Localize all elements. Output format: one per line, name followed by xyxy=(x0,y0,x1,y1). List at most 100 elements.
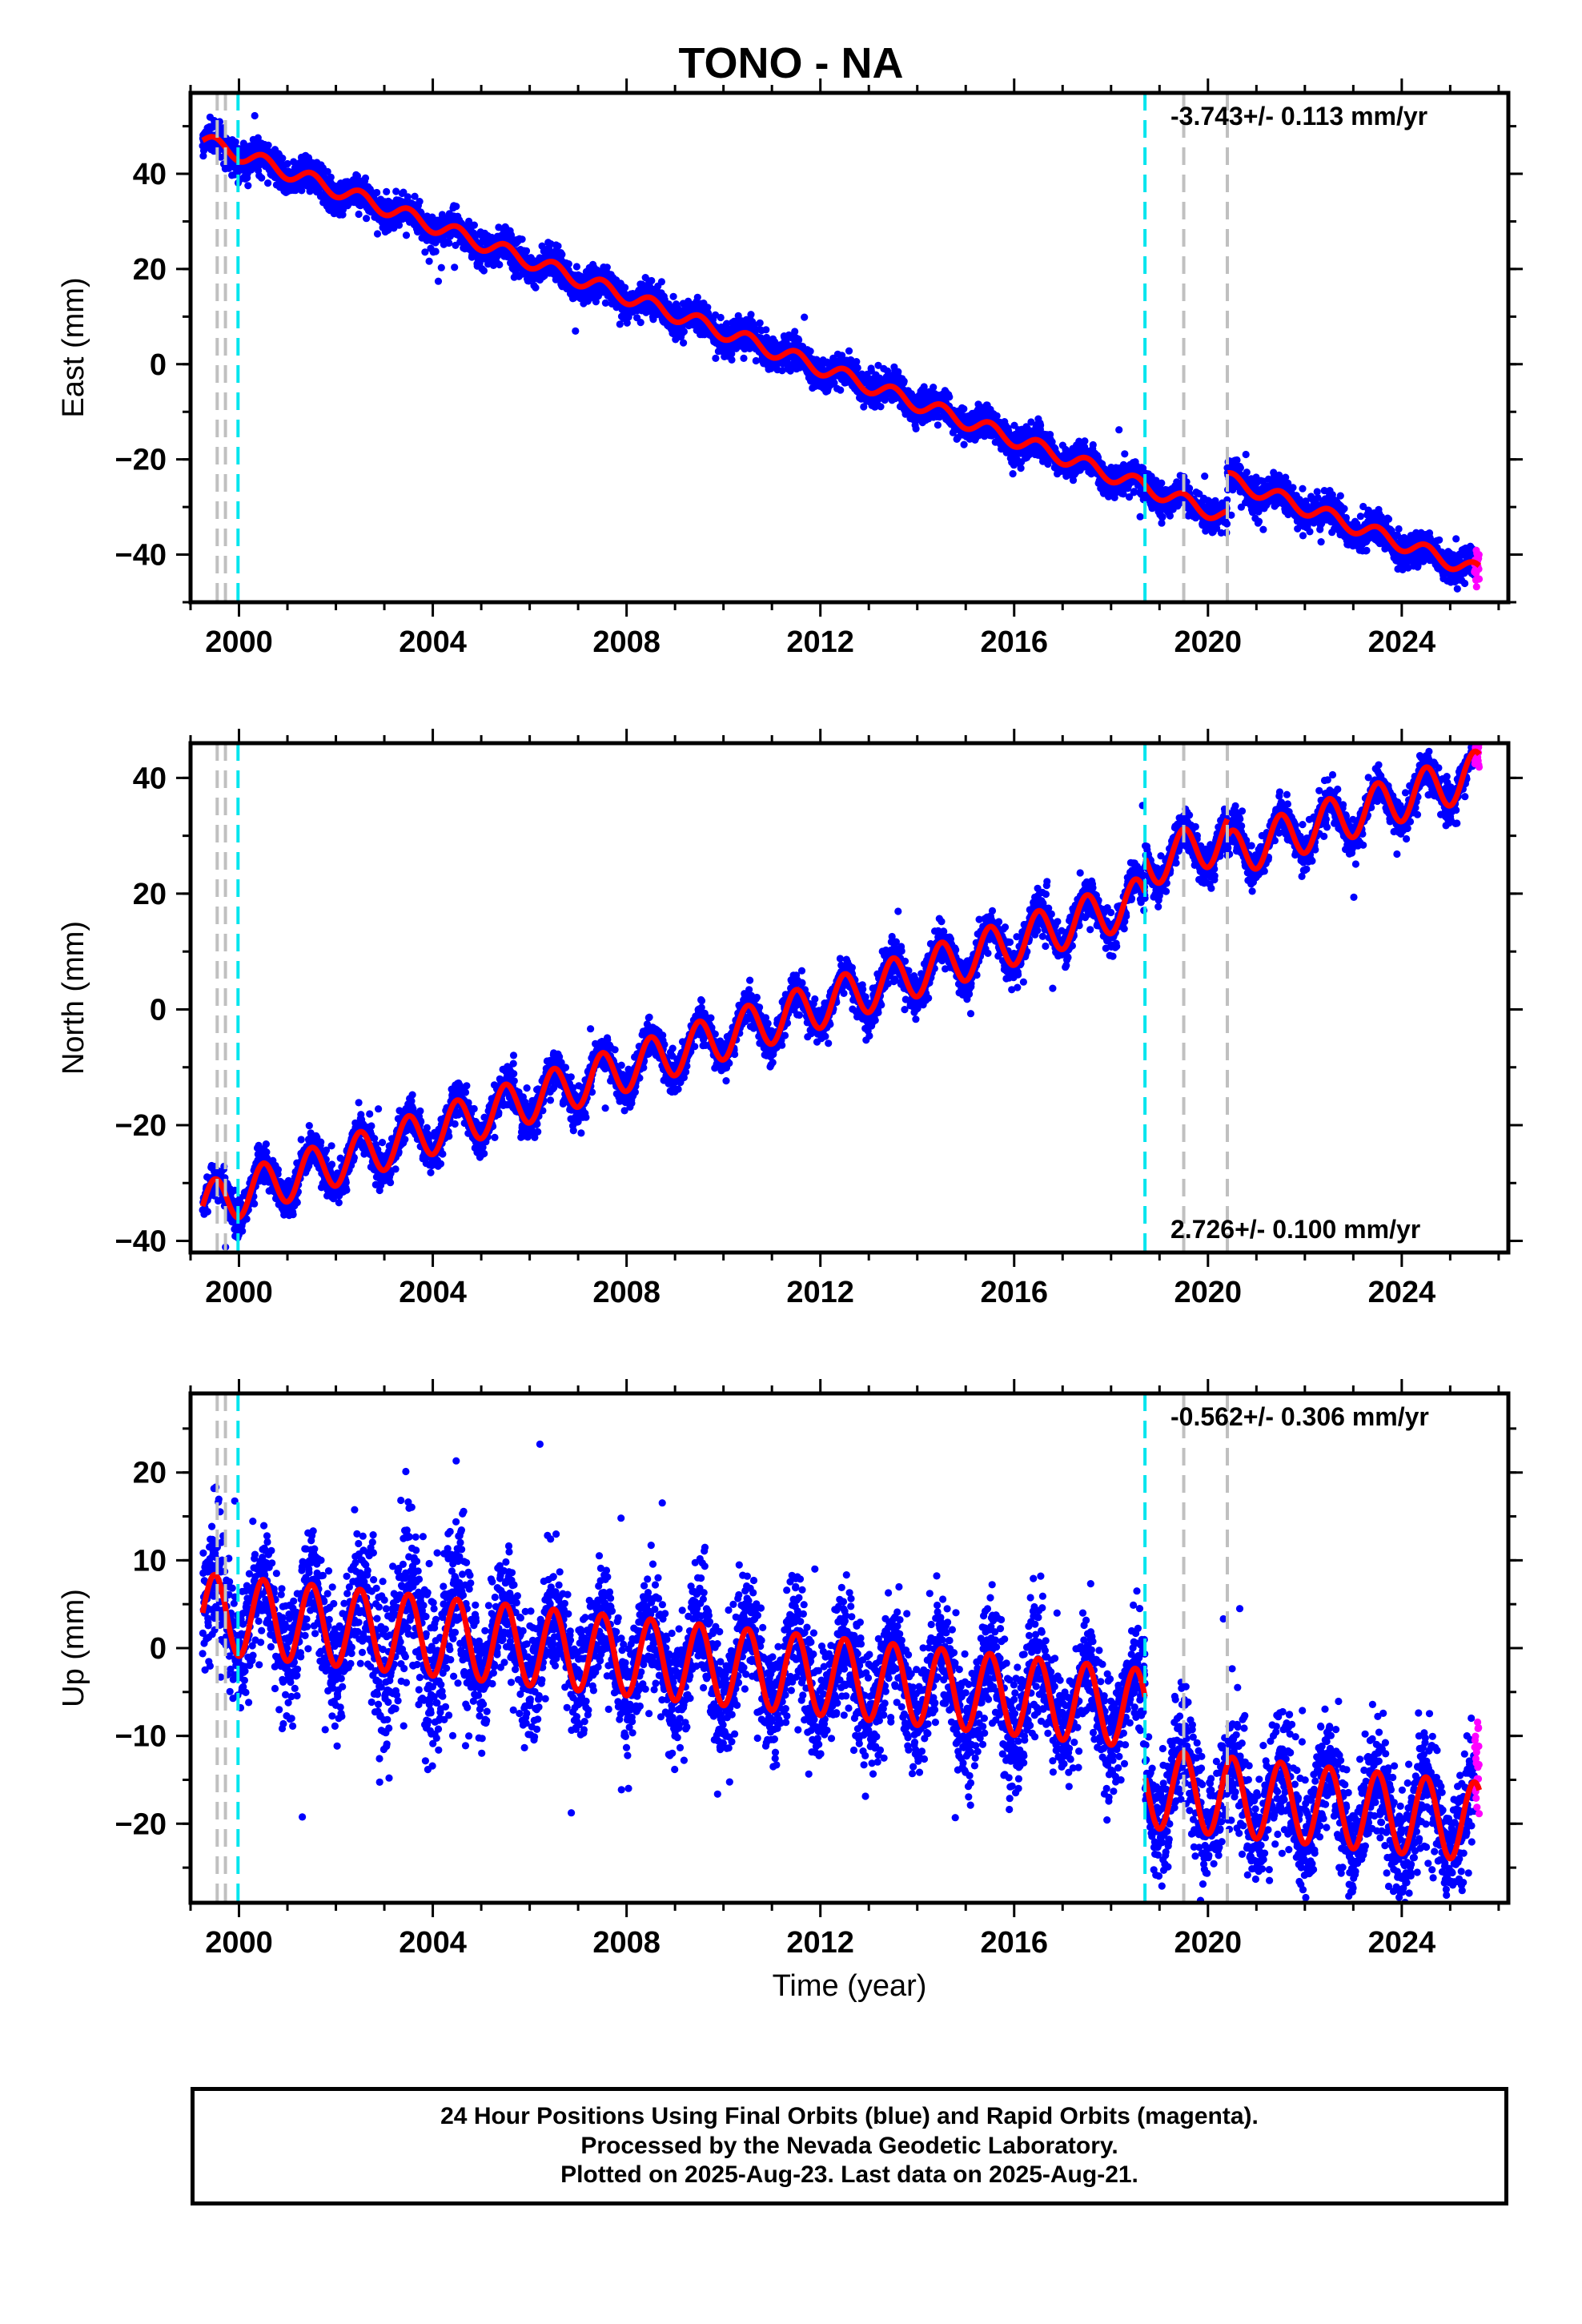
final-orbit-point xyxy=(421,248,429,256)
final-orbit-point xyxy=(1089,440,1097,449)
final-orbit-point xyxy=(669,292,677,300)
final-orbit-point xyxy=(400,188,408,196)
final-orbit-point xyxy=(353,172,362,180)
final-orbit-point xyxy=(912,424,920,433)
final-orbit-point xyxy=(762,326,770,334)
final-orbit-point xyxy=(960,440,968,448)
final-orbit-point xyxy=(373,188,381,197)
east-plot-content xyxy=(199,93,1484,602)
final-orbit-point xyxy=(1009,470,1017,478)
final-orbit-point xyxy=(717,313,725,322)
final-orbit-point xyxy=(518,235,526,243)
final-orbit-point xyxy=(1158,513,1166,521)
final-orbit-point xyxy=(254,134,262,142)
final-orbit-point xyxy=(480,267,488,275)
final-orbit-point xyxy=(470,221,479,229)
final-orbit-point xyxy=(1223,520,1231,528)
final-orbit-point xyxy=(402,231,411,239)
final-orbit-point xyxy=(392,187,400,195)
final-orbit-point xyxy=(558,251,566,259)
final-orbit-point xyxy=(728,356,736,364)
final-orbit-point xyxy=(1081,437,1089,445)
final-orbit-point xyxy=(648,276,656,285)
final-orbit-point xyxy=(934,421,942,429)
final-orbit-point xyxy=(231,138,239,146)
final-orbit-point xyxy=(837,386,845,394)
final-orbit-point xyxy=(554,242,562,250)
final-orbit-point xyxy=(432,247,440,255)
final-orbit-point xyxy=(283,159,291,168)
final-orbit-point xyxy=(434,277,443,285)
final-orbit-point xyxy=(1259,525,1267,533)
final-orbit-point xyxy=(930,384,938,392)
final-orbit-point xyxy=(791,328,799,336)
final-orbit-point xyxy=(752,356,760,365)
final-orbit-point xyxy=(1121,450,1129,458)
figure-title: TONO - NA xyxy=(678,39,904,87)
final-orbit-point xyxy=(853,358,861,366)
east-final-orbit-points xyxy=(199,111,1479,593)
final-orbit-point xyxy=(445,239,453,247)
final-orbit-point xyxy=(1201,472,1209,480)
final-orbit-point xyxy=(279,155,287,163)
final-orbit-point xyxy=(404,193,412,201)
final-orbit-point xyxy=(993,412,1001,420)
final-orbit-point xyxy=(298,187,306,195)
final-orbit-point xyxy=(395,221,404,229)
final-orbit-point xyxy=(657,278,666,286)
final-orbit-point xyxy=(244,182,252,190)
final-orbit-point xyxy=(199,152,207,160)
final-orbit-point xyxy=(355,210,363,219)
east-panel: 2000 2004 2008 2012 2016 2020 202440200−20−40E… xyxy=(57,78,1523,659)
final-orbit-point xyxy=(1242,450,1250,459)
final-orbit-point xyxy=(1115,426,1123,434)
final-orbit-point xyxy=(1243,468,1251,476)
final-orbit-point xyxy=(264,141,272,149)
final-orbit-point xyxy=(383,187,391,195)
final-orbit-point xyxy=(564,260,572,268)
final-orbit-point xyxy=(323,167,331,175)
final-orbit-point xyxy=(496,260,504,269)
final-orbit-point xyxy=(946,393,954,401)
final-orbit-point xyxy=(1037,421,1045,429)
final-orbit-point xyxy=(411,192,419,200)
final-orbit-point xyxy=(532,283,540,292)
final-orbit-point xyxy=(251,111,259,120)
final-orbit-point xyxy=(1236,464,1244,472)
final-orbit-point xyxy=(740,354,748,362)
final-orbit-point xyxy=(451,263,459,271)
final-orbit-point xyxy=(693,293,701,301)
final-orbit-point xyxy=(290,158,298,166)
final-orbit-point xyxy=(712,354,720,362)
final-orbit-point xyxy=(960,405,968,413)
final-orbit-point xyxy=(361,174,370,182)
final-orbit-point xyxy=(806,348,814,356)
final-orbit-point xyxy=(1166,512,1174,520)
final-orbit-point xyxy=(601,299,610,307)
final-orbit-point xyxy=(747,311,755,319)
final-orbit-point xyxy=(756,319,764,327)
final-orbit-point xyxy=(845,347,853,355)
final-orbit-point xyxy=(363,215,371,223)
final-orbit-point xyxy=(621,283,629,292)
final-orbit-point xyxy=(680,339,688,347)
final-orbit-point xyxy=(572,263,581,271)
final-orbit-point xyxy=(425,257,433,265)
final-orbit-point xyxy=(1255,517,1263,525)
final-orbit-point xyxy=(258,174,266,182)
final-orbit-point xyxy=(680,328,689,336)
final-orbit-point xyxy=(373,230,382,238)
final-orbit-point xyxy=(437,263,445,271)
final-orbit-point xyxy=(900,377,908,385)
final-orbit-point xyxy=(801,313,809,321)
final-orbit-point xyxy=(465,217,473,225)
final-orbit-point xyxy=(452,203,460,211)
final-orbit-point xyxy=(636,319,644,327)
final-orbit-point xyxy=(572,327,580,335)
final-orbit-point xyxy=(522,247,531,255)
final-orbit-point xyxy=(877,403,885,411)
final-orbit-point xyxy=(1158,479,1166,487)
final-orbit-point xyxy=(264,179,272,187)
